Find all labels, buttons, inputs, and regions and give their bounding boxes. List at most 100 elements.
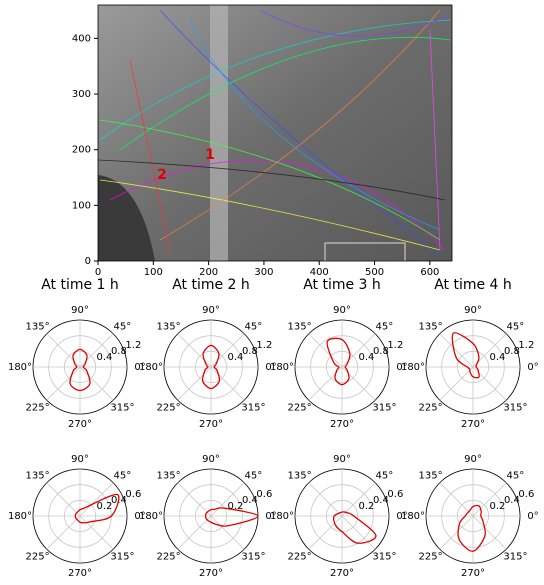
grid-spoke bbox=[439, 333, 474, 368]
theta-tick-label: 135° bbox=[419, 322, 443, 333]
theta-tick-label: 135° bbox=[288, 322, 312, 333]
theta-tick-label: 225° bbox=[288, 551, 312, 562]
grid-spoke bbox=[308, 366, 343, 401]
chart-title: At time 2 h bbox=[172, 277, 250, 293]
theta-tick-label: 225° bbox=[157, 402, 181, 413]
grid-spoke bbox=[79, 515, 114, 550]
theta-tick-label: 90° bbox=[333, 305, 351, 316]
theta-tick-label: 225° bbox=[288, 402, 312, 413]
r-tick-label: 0.4 bbox=[373, 495, 389, 506]
r-tick-label: 0.2 bbox=[96, 501, 112, 512]
grid-spoke bbox=[177, 333, 212, 368]
grid-spoke bbox=[210, 482, 245, 517]
theta-tick-label: 45° bbox=[376, 471, 394, 482]
r-tick-label: 1.2 bbox=[125, 340, 141, 351]
theta-tick-label: 180° bbox=[139, 362, 163, 373]
theta-tick-label: 0° bbox=[396, 362, 407, 373]
r-tick-label: 0.6 bbox=[518, 489, 534, 500]
theta-tick-label: 0° bbox=[527, 362, 538, 373]
r-tick-label: 0.6 bbox=[125, 489, 141, 500]
theta-tick-label: 225° bbox=[419, 402, 443, 413]
y-tick-label: 300 bbox=[72, 89, 91, 100]
r-tick-label: 0.4 bbox=[504, 495, 520, 506]
r-tick-label: 0.8 bbox=[242, 346, 258, 357]
grid-spoke bbox=[177, 482, 212, 517]
x-tick-label: 500 bbox=[365, 267, 384, 278]
polar-curve bbox=[332, 511, 377, 544]
theta-tick-label: 90° bbox=[333, 454, 351, 465]
grid-spoke bbox=[439, 482, 474, 517]
polar-curve bbox=[74, 493, 120, 524]
polar-curve bbox=[204, 507, 259, 527]
theta-tick-label: 135° bbox=[157, 322, 181, 333]
r-tick-label: 0.2 bbox=[227, 501, 243, 512]
axes-frame bbox=[97, 4, 453, 262]
theta-tick-label: 180° bbox=[270, 511, 294, 522]
theta-tick-label: 270° bbox=[68, 568, 92, 579]
theta-tick-label: 180° bbox=[8, 511, 32, 522]
theta-tick-label: 270° bbox=[68, 419, 92, 430]
theta-tick-label: 180° bbox=[8, 362, 32, 373]
theta-tick-label: 270° bbox=[330, 568, 354, 579]
chart-title: At time 1 h bbox=[41, 277, 119, 293]
polar-curve bbox=[201, 344, 221, 390]
r-tick-label: 0.4 bbox=[358, 352, 374, 363]
theta-tick-label: 225° bbox=[26, 402, 50, 413]
y-tick-label: 400 bbox=[72, 33, 91, 44]
polar-curve bbox=[451, 332, 480, 379]
grid-spoke bbox=[308, 515, 343, 550]
r-tick-label: 0.8 bbox=[504, 346, 520, 357]
r-tick-label: 0.4 bbox=[242, 495, 258, 506]
r-tick-label: 0.6 bbox=[387, 489, 403, 500]
theta-tick-label: 180° bbox=[139, 511, 163, 522]
theta-tick-label: 315° bbox=[110, 551, 134, 562]
r-tick-label: 0.6 bbox=[256, 489, 272, 500]
theta-tick-label: 45° bbox=[507, 471, 525, 482]
grid-spoke bbox=[79, 482, 114, 517]
r-tick-label: 1.2 bbox=[256, 340, 272, 351]
grid-spoke bbox=[472, 515, 507, 550]
x-tick-label: 400 bbox=[310, 267, 329, 278]
chart-title: At time 4 h bbox=[434, 277, 512, 293]
theta-tick-label: 0° bbox=[527, 511, 538, 522]
theta-tick-label: 270° bbox=[199, 568, 223, 579]
grid-spoke bbox=[177, 515, 212, 550]
x-tick-label: 300 bbox=[254, 267, 273, 278]
theta-tick-label: 180° bbox=[401, 362, 425, 373]
theta-tick-label: 0° bbox=[134, 511, 145, 522]
chart-title: At time 3 h bbox=[303, 277, 381, 293]
polar-curve bbox=[69, 348, 91, 392]
r-tick-label: 0.8 bbox=[111, 346, 127, 357]
grid-spoke bbox=[46, 366, 81, 401]
y-tick-label: 0 bbox=[85, 256, 91, 267]
theta-tick-label: 225° bbox=[419, 551, 443, 562]
r-tick-label: 1.2 bbox=[518, 340, 534, 351]
x-tick-label: 0 bbox=[95, 267, 101, 278]
grid-spoke bbox=[79, 366, 114, 401]
theta-tick-label: 90° bbox=[464, 305, 482, 316]
theta-tick-label: 0° bbox=[396, 511, 407, 522]
grid-spoke bbox=[341, 515, 376, 550]
theta-tick-label: 315° bbox=[241, 551, 265, 562]
theta-tick-label: 315° bbox=[372, 402, 396, 413]
theta-tick-label: 45° bbox=[114, 471, 132, 482]
r-tick-label: 1.2 bbox=[387, 340, 403, 351]
theta-tick-label: 315° bbox=[503, 551, 527, 562]
grid-spoke bbox=[210, 366, 245, 401]
grid-spoke bbox=[210, 515, 245, 550]
theta-tick-label: 45° bbox=[114, 322, 132, 333]
theta-tick-label: 270° bbox=[330, 419, 354, 430]
theta-tick-label: 45° bbox=[507, 322, 525, 333]
theta-tick-label: 90° bbox=[202, 305, 220, 316]
theta-tick-label: 0° bbox=[265, 362, 276, 373]
r-tick-label: 0.4 bbox=[227, 352, 243, 363]
theta-tick-label: 315° bbox=[110, 402, 134, 413]
theta-tick-label: 90° bbox=[71, 454, 89, 465]
theta-tick-label: 225° bbox=[157, 551, 181, 562]
grid-spoke bbox=[308, 482, 343, 517]
theta-tick-label: 135° bbox=[26, 471, 50, 482]
theta-tick-label: 270° bbox=[461, 419, 485, 430]
theta-tick-label: 0° bbox=[134, 362, 145, 373]
polar-curve bbox=[326, 337, 351, 386]
